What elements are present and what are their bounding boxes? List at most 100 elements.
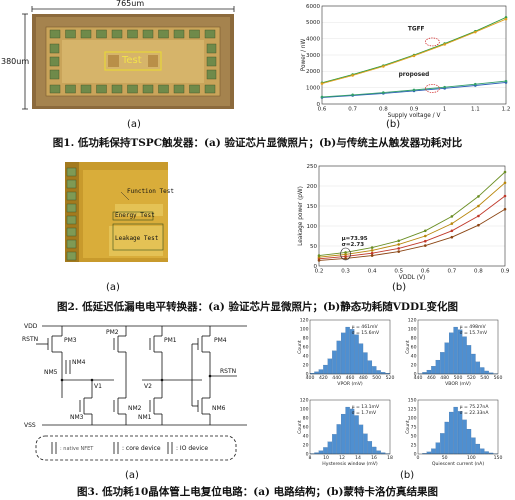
hist-3-y-tick-3: 75 [411,425,417,431]
hist-2-x-tick-3: 14 [355,455,361,461]
hist-3-bar-8 [453,406,458,455]
hist-0-bar-4 [327,358,333,375]
fig3-histograms: 400 420 440 460 480 500 520 0 20 40 60 80 100 120 VPOR… [296,316,510,472]
nm6-label: NM6 [212,405,226,412]
hist-0-mu: μ = 461mV [352,324,379,330]
hist-3-y-tick-0: 0 [414,452,417,458]
series-3-point-5 [450,235,454,239]
fig1-power-chart: 0 1000 2000 3000 4000 5000 6000 0.6 0.7 0.8 0.9 1 1.… [292,0,514,124]
hist-0-x-tick-5: 500 [372,375,381,381]
y-tick-label-2: 100 [307,224,318,230]
hist-0-bar-2 [318,369,324,375]
hist-1-x-tick-4: 520 [467,375,476,381]
hist-1-y-tick-1: 20 [411,363,417,369]
series-0-point-2 [370,251,374,255]
hist-3-y-tick-6: 150 [408,398,417,404]
hist-0-y-tick-0: 0 [306,372,309,378]
hist-3-mu: μ = 75.27nA [460,404,490,410]
series-0-point-1 [344,255,347,258]
series-2-point-7 [503,170,507,174]
hist-2-x-tick-5: 18 [387,455,393,461]
series-2-point-4 [423,229,427,233]
hist-2-bar-14 [372,446,377,455]
hist-1-bar-12 [471,353,476,375]
series-3-point-6 [477,223,480,227]
hist-0-bar-14 [372,366,377,375]
hist-1-mu: μ = 498mV [460,324,487,330]
vss-label: VSS [24,422,36,429]
series-line-0 [318,195,506,260]
series-3-point-4 [443,85,446,89]
series-1-point-2 [370,249,374,252]
hist-3-x-tick-1: 50 [442,455,448,461]
hist-3-bar-10 [462,419,467,455]
hist-2-bar-4 [327,441,333,455]
nm3-label: NM3 [70,414,84,421]
hist-0-bar-5 [332,350,337,375]
series-0-point-3 [397,247,401,250]
hist-1-x-tick-3: 500 [454,375,463,381]
hist-2-x-tick-4: 16 [371,455,377,461]
x-tick-label-4: 1 [443,107,447,113]
x-tick-label-0: 0.6 [318,107,327,113]
series-2-point-1 [344,251,347,254]
y-tick-label-2: 2000 [306,69,320,75]
hist-3-x-tick-2: 100 [467,455,476,461]
proposed-highlight [425,84,440,93]
hist-2-x-tick-0: 8 [309,455,312,461]
hist-3-bar-12 [471,437,476,455]
hist-2-x-tick-1: 10 [323,455,329,461]
hist-1-bar-5 [440,352,445,375]
fig1-panel-a-label: (a) [127,119,141,130]
series-1-point-1 [351,74,354,77]
hist-1-bar-10 [462,336,467,375]
hist-2-bar-8 [345,406,350,455]
x-tick-label-6: 1.2 [502,107,511,113]
series-0-point-4 [423,239,427,243]
hist-2-x-tick-2: 12 [339,455,345,461]
hist-2-y-tick-5: 100 [300,407,309,413]
series-3-point-2 [370,254,374,257]
plot-frame [321,5,507,105]
hist-1-frame [417,319,499,375]
series-0-point-5 [450,229,454,233]
hist-3-y-title: Count [405,420,411,434]
series-0-point-7 [503,194,507,198]
fig2-panel-a-label: (a) [106,282,120,293]
hist-0-bar-7 [341,332,346,375]
hist-1-y-tick-4: 80 [411,336,417,342]
y-tick-label-1: 1000 [306,85,320,91]
annotation-tgff: TGFF [408,27,425,33]
hist-2-bar-3 [323,447,328,455]
hist-0-x-tick-0: 400 [306,375,315,381]
hist-1-x-title: VBOR (mV) [445,381,471,387]
hist-1-bar-2 [426,369,432,375]
hist-0-bar-10 [354,334,359,375]
hist-0-y-title: Count [297,340,303,354]
hist-0-x-title: VPOR (mV) [337,381,363,387]
x-tick-label-3: 0.9 [410,107,419,113]
hist-3-bar-6 [444,421,449,455]
hist-0-y-tick-4: 80 [303,336,309,342]
fig2-leakage-chart: 0 50 100 150 200 250 0.2 0.3 0.4 0.5 0.6 0.7 0.8 0.9 V… [293,160,511,286]
chip-width-label: 765um [115,0,146,8]
series-3-point-4 [423,244,427,247]
hist-1-y-title: Count [405,340,411,354]
hist-2-frame [309,399,391,455]
hist-3-bar-2 [426,451,432,455]
x-tick-label-0: 0.2 [315,269,324,275]
hist-0-sigma: σ = 15.6mV [352,330,380,336]
v2-label: V2 [144,383,152,390]
y-tick-label-3: 3000 [306,53,320,59]
hist-3-bar-7 [449,411,454,455]
hist-1-x-tick-6: 560 [494,375,503,381]
hist-2-mu: μ = 13.1mV [352,404,380,410]
x-axis-title: VDDL (V) [399,275,425,281]
hist-0-x-tick-2: 440 [332,375,341,381]
hist-3-bar-4 [435,442,441,455]
series-2-point-2 [370,246,374,249]
hist-3-x-tick-0: 0 [417,455,420,461]
leakage-test-label: Leakage Test [115,235,159,242]
chip-height-label: 380um [1,57,30,66]
hist-2-y-tick-4: 80 [303,416,309,422]
